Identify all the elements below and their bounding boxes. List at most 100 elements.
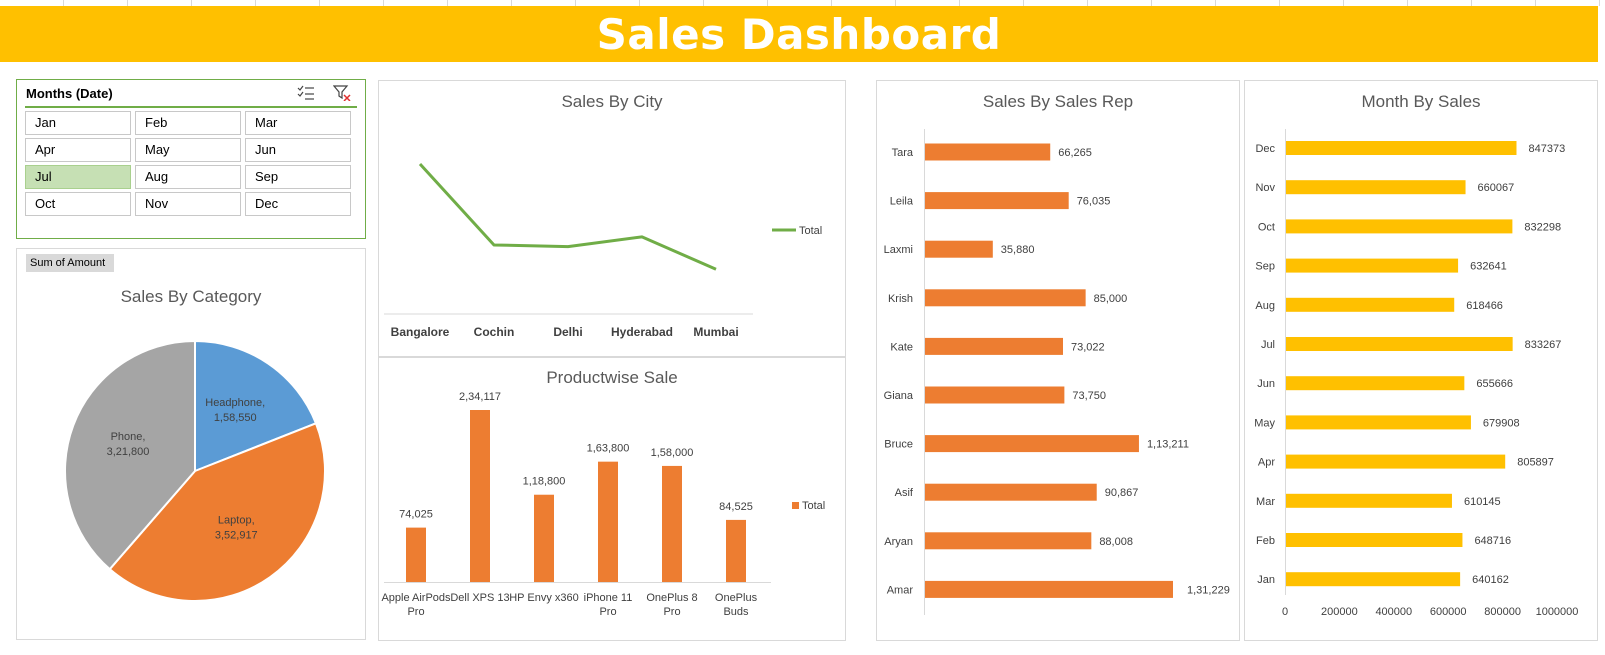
- months-slicer[interactable]: Months (Date) Jan Feb Mar Apr May Jun Ju: [16, 79, 366, 239]
- rep-value-krish: 85,000: [1094, 293, 1128, 305]
- product-tick-oneplus-8-pro-1: Pro: [663, 606, 680, 618]
- rep-bar-asif: [925, 483, 1097, 501]
- rep-value-amar: 1,31,229: [1187, 584, 1230, 596]
- city-tick-hyderabad: Hyderabad: [611, 325, 673, 339]
- slicer-item-apr[interactable]: Apr: [25, 138, 131, 162]
- slicer-divider: [25, 106, 357, 108]
- month-bar-aug: [1286, 297, 1455, 312]
- month-bar-feb: [1286, 533, 1463, 547]
- month-bar-jul: [1286, 337, 1513, 351]
- month-tick-nov: Nov: [1255, 182, 1275, 194]
- sum-of-amount-field-button[interactable]: Sum of Amount: [26, 254, 114, 272]
- slicer-item-jul[interactable]: Jul: [25, 165, 131, 189]
- month-value-mar: 610145: [1464, 496, 1501, 508]
- multi-select-icon[interactable]: [297, 85, 315, 106]
- city-series-line: [418, 162, 717, 271]
- month-tick-mar: Mar: [1256, 496, 1275, 508]
- product-bar-iphone-11-pro: [598, 461, 618, 582]
- slicer-item-mar[interactable]: Mar: [245, 111, 351, 135]
- month-tick-jul: Jul: [1261, 339, 1275, 351]
- product-value-dell-xps-13: 2,34,117: [459, 391, 501, 403]
- month-tick-jan: Jan: [1257, 574, 1275, 586]
- slicer-toolbar: [297, 85, 351, 106]
- month-bar-mar: [1286, 493, 1452, 508]
- rep-tick-giana: Giana: [884, 390, 914, 402]
- product-legend-swatch: [792, 502, 799, 509]
- month-value-oct: 832298: [1524, 221, 1561, 233]
- month-chart-panel[interactable]: Month By Sales Dec 847373 Nov 660067 Oct 8322…: [1244, 80, 1598, 641]
- city-chart-title: Sales By City: [561, 92, 663, 111]
- category-chart-title: Sales By Category: [120, 287, 262, 306]
- city-chart-panel[interactable]: Sales By City Bangalore Cochin Delhi Hydera…: [378, 80, 846, 357]
- rep-bar-aryan: [925, 532, 1092, 550]
- clear-filter-icon[interactable]: [332, 85, 351, 106]
- rep-tick-kate: Kate: [890, 341, 913, 353]
- month-value-nov: 660067: [1478, 182, 1515, 194]
- pie-slice-laptop: [108, 422, 326, 602]
- rep-tick-amar: Amar: [887, 584, 914, 596]
- month-tick-jun: Jun: [1257, 378, 1275, 390]
- product-tick-dell-xps-13-0: Dell XPS 13: [450, 592, 509, 604]
- rep-value-asif: 90,867: [1105, 487, 1139, 499]
- month-value-apr: 805897: [1517, 457, 1554, 469]
- slicer-item-feb[interactable]: Feb: [135, 111, 241, 135]
- product-bar-dell-xps-13: [470, 410, 490, 582]
- slicer-header: Months (Date): [26, 86, 113, 101]
- product-bar-hp-envy-x360: [534, 494, 554, 582]
- month-xtick-0: 0: [1282, 606, 1288, 618]
- month-tick-feb: Feb: [1256, 535, 1275, 547]
- product-chart-title: Productwise Sale: [546, 368, 678, 387]
- month-bar-oct: [1286, 219, 1513, 234]
- slicer-item-aug[interactable]: Aug: [135, 165, 241, 189]
- rep-bar-laxmi: [925, 240, 993, 258]
- month-chart-title: Month By Sales: [1361, 92, 1481, 111]
- month-value-jun: 655666: [1476, 378, 1513, 390]
- slicer-item-jun[interactable]: Jun: [245, 138, 351, 162]
- product-value-apple-airpods-pro: 74,025: [399, 509, 433, 521]
- rep-tick-leila: Leila: [890, 196, 914, 208]
- month-bar-sep: [1286, 258, 1459, 273]
- city-tick-bangalore: Bangalore: [391, 325, 450, 339]
- rep-tick-krish: Krish: [888, 293, 913, 305]
- category-chart-panel[interactable]: Sales By Category Headphone, 1,58,550 Lapt…: [16, 248, 366, 640]
- product-bar-oneplus-buds: [726, 519, 746, 582]
- rep-chart-title: Sales By Sales Rep: [982, 92, 1134, 111]
- product-tick-apple-airpods-pro-0: Apple AirPods: [381, 592, 451, 604]
- month-bar-nov: [1286, 180, 1466, 195]
- rep-bar-tara: [925, 143, 1051, 161]
- product-tick-oneplus-buds-0: OnePlus: [715, 592, 758, 604]
- month-xtick-800000: 800000: [1484, 606, 1521, 618]
- slicer-item-nov[interactable]: Nov: [135, 192, 241, 216]
- rep-bar-giana: [925, 386, 1065, 404]
- slicer-item-may[interactable]: May: [135, 138, 241, 162]
- rep-value-leila: 76,035: [1077, 196, 1111, 208]
- product-tick-oneplus-buds-1: Buds: [723, 606, 749, 618]
- slicer-item-oct[interactable]: Oct: [25, 192, 131, 216]
- slicer-item-jan[interactable]: Jan: [25, 111, 131, 135]
- month-bar-jan: [1286, 572, 1461, 587]
- product-tick-iphone-11-pro-0: iPhone 11: [584, 592, 633, 604]
- product-bar-oneplus-8-pro: [662, 465, 682, 582]
- month-value-aug: 618466: [1466, 300, 1503, 312]
- rep-tick-aryan: Aryan: [884, 536, 913, 548]
- product-legend-label: Total: [802, 500, 825, 512]
- rep-tick-asif: Asif: [895, 487, 914, 499]
- product-bar-apple-airpods-pro: [406, 527, 426, 582]
- rep-tick-laxmi: Laxmi: [884, 244, 913, 256]
- month-value-sep: 632641: [1470, 261, 1507, 273]
- slicer-item-dec[interactable]: Dec: [245, 192, 351, 216]
- city-tick-delhi: Delhi: [553, 325, 582, 339]
- rep-tick-bruce: Bruce: [884, 439, 913, 451]
- product-value-iphone-11-pro: 1,63,800: [587, 443, 630, 455]
- slicer-item-sep[interactable]: Sep: [245, 165, 351, 189]
- month-value-may: 679908: [1483, 417, 1520, 429]
- rep-value-tara: 66,265: [1058, 147, 1092, 159]
- city-legend-label: Total: [799, 225, 822, 237]
- spreadsheet-gridlines: [0, 0, 1605, 6]
- rep-chart-panel[interactable]: Sales By Sales Rep Tara 66,265 Leila 76,035…: [876, 80, 1240, 641]
- pie-slice-headphone: [194, 339, 318, 473]
- month-tick-sep: Sep: [1255, 261, 1275, 273]
- product-chart-panel[interactable]: Productwise Sale 74,025 Apple AirPods Pro 2…: [378, 357, 846, 641]
- month-tick-oct: Oct: [1258, 221, 1275, 233]
- month-value-jan: 640162: [1472, 574, 1509, 586]
